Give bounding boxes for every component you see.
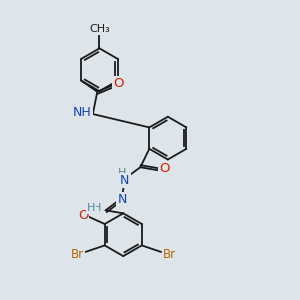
Text: O: O xyxy=(78,208,88,222)
Text: NH: NH xyxy=(73,106,92,119)
Text: N: N xyxy=(117,193,127,206)
Text: O: O xyxy=(159,162,169,175)
Text: Br: Br xyxy=(163,248,176,261)
Text: N: N xyxy=(120,173,130,187)
Text: O: O xyxy=(113,77,124,90)
Text: H: H xyxy=(93,203,101,213)
Text: H: H xyxy=(118,168,126,178)
Text: Br: Br xyxy=(70,248,84,261)
Text: H: H xyxy=(87,203,95,213)
Text: CH₃: CH₃ xyxy=(89,24,110,34)
